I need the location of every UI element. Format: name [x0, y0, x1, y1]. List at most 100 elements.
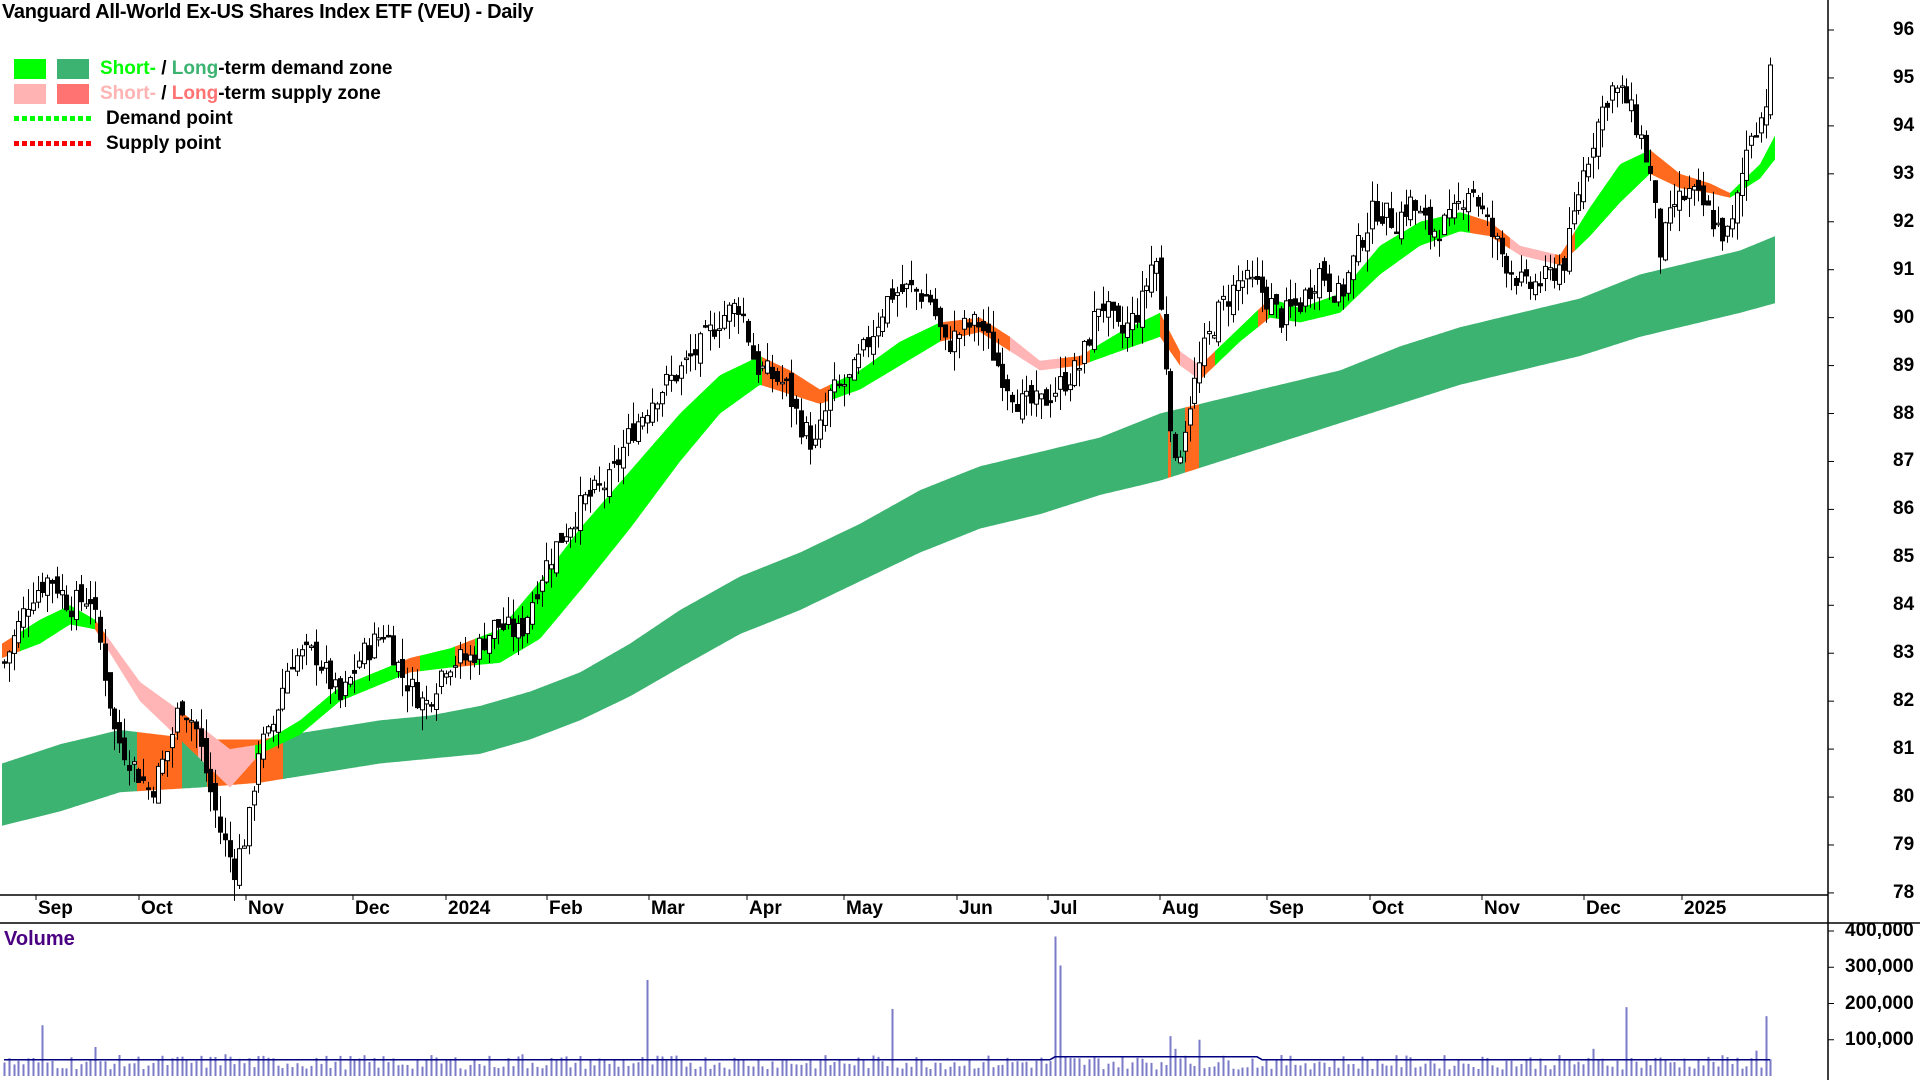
legend-supply-point: Supply point [14, 131, 392, 156]
candle-down [472, 654, 477, 663]
candle-down [194, 721, 199, 730]
candle-up [1178, 456, 1183, 464]
volume-tick-label: 400,000 [1845, 920, 1914, 941]
candle-up [727, 304, 732, 322]
candle-up [1610, 85, 1615, 101]
candle-down [1255, 276, 1260, 280]
candle-up [372, 633, 377, 659]
candle-down [1720, 217, 1725, 242]
x-tick-label: Sep [1269, 898, 1304, 919]
long-supply-swatch [57, 83, 89, 104]
candle-down [386, 634, 391, 638]
candle-down [597, 483, 602, 486]
candle-down [986, 323, 991, 333]
candle-down [1327, 273, 1332, 293]
candle-up [468, 654, 473, 662]
candle-up [1197, 362, 1202, 384]
candle-up [1442, 214, 1447, 236]
candle-up [1567, 228, 1572, 272]
candle-down [967, 322, 972, 328]
legend-demand-point-label: Demand point [106, 107, 233, 129]
short-term-zone-band [1345, 212, 1470, 309]
x-tick-label: Sep [38, 898, 73, 919]
candle-up [424, 699, 429, 705]
candle-up [885, 296, 890, 324]
candle-up [261, 733, 266, 760]
price-tick-label: 81 [1893, 738, 1915, 760]
candle-down [751, 345, 756, 360]
candle-down [520, 617, 525, 637]
supply-point-line-icon [14, 141, 91, 146]
candle-up [1154, 261, 1159, 274]
candle-down [1413, 200, 1418, 211]
volume-tick-label: 100,000 [1845, 1028, 1914, 1050]
candle-up [1581, 170, 1586, 203]
candle-down [381, 636, 386, 640]
candle-down [1504, 255, 1509, 274]
candle-up [1245, 269, 1250, 280]
candle-down [1005, 379, 1010, 392]
candle-up [626, 428, 631, 444]
x-tick-label: Dec [1586, 898, 1621, 919]
candle-up [1692, 186, 1697, 191]
x-tick-label: Nov [1484, 898, 1520, 919]
candle-down [612, 461, 617, 464]
candle-down [688, 353, 693, 357]
candle-up [60, 589, 65, 596]
candle-down [1538, 283, 1543, 287]
candle-up [880, 316, 885, 333]
candle-up [1092, 311, 1097, 350]
candle-up [1620, 85, 1625, 88]
candle-down [69, 610, 74, 618]
candle-down [1135, 314, 1140, 323]
candle-up [453, 665, 458, 668]
candle-up [904, 283, 909, 290]
candle-down [146, 787, 151, 790]
candle-up [1572, 210, 1577, 225]
price-tick-label: 91 [1893, 258, 1915, 280]
candle-down [588, 489, 593, 497]
candle-down [1260, 276, 1265, 293]
candle-up [1615, 87, 1620, 93]
candle-up [1020, 393, 1025, 420]
legend: Short- / Long -term demand zone Short- /… [14, 56, 392, 156]
candle-up [1576, 194, 1581, 211]
price-tick-label: 84 [1893, 594, 1915, 616]
candle-up [256, 753, 261, 785]
candle-up [698, 333, 703, 364]
legend-supply-zone: Short- / Long -term supply zone [14, 81, 392, 106]
candle-down [933, 298, 938, 317]
candle-up [852, 359, 857, 381]
candle-down [736, 306, 741, 315]
candle-up [1250, 276, 1255, 280]
candle-down [1476, 197, 1481, 207]
candle-up [285, 670, 290, 694]
candle-down [1164, 314, 1169, 370]
short-term-zone-band [1160, 312, 1180, 366]
candle-down [1380, 216, 1385, 224]
candle-up [1212, 335, 1217, 339]
price-tick-label: 93 [1893, 162, 1915, 184]
candle-down [1644, 134, 1649, 163]
candle-up [804, 422, 809, 437]
short-term-zone-band [405, 655, 420, 675]
candle-down [338, 678, 343, 701]
candle-down [890, 288, 895, 300]
candle-up [420, 697, 425, 711]
candle-up [760, 365, 765, 369]
candle-down [1308, 287, 1313, 300]
candle-down [136, 768, 141, 783]
candle-up [1447, 209, 1452, 219]
candle-up [165, 751, 170, 762]
candle-up [1077, 367, 1082, 371]
candle-up [1399, 211, 1404, 240]
candle-down [79, 584, 84, 603]
candle-down [208, 768, 213, 793]
candle-up [1188, 408, 1193, 426]
candle-up [1740, 172, 1745, 196]
candle-up [1365, 232, 1370, 252]
short-term-zone-band [1650, 149, 1730, 198]
candle-up [1068, 384, 1073, 391]
candle-up [333, 679, 338, 688]
